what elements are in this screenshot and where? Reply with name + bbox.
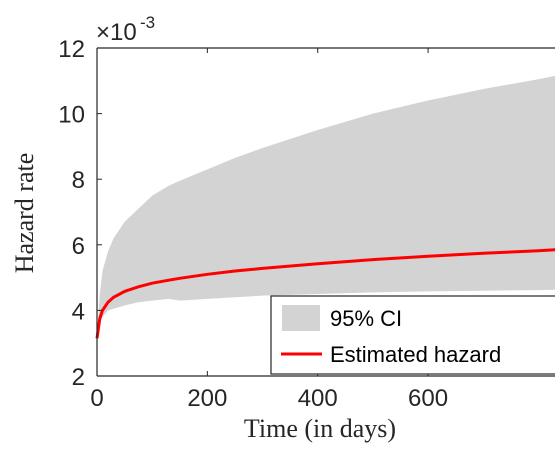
x-tick-label: 0: [90, 385, 103, 412]
x-tick-label: 400: [298, 385, 338, 412]
legend-swatch-ci: [282, 305, 320, 331]
y-tick-label: 10: [58, 102, 85, 129]
legend-label-hazard: Estimated hazard: [330, 342, 501, 367]
legend: 95% CI Estimated hazard: [270, 295, 555, 375]
y-exponent-power: -3: [140, 13, 155, 32]
x-tick-labels: 0 200 400 600: [90, 385, 448, 412]
y-tick-label: 6: [72, 233, 85, 260]
y-exponent-base: ×10: [96, 19, 137, 46]
legend-label-ci: 95% CI: [330, 306, 402, 331]
plot-area: [95, 75, 555, 339]
y-tick-label: 8: [72, 167, 85, 194]
y-tick-labels: 2 4 6 8 10 12: [58, 36, 85, 391]
hazard-line: [95, 248, 555, 339]
x-tick-label: 200: [187, 385, 227, 412]
axes: [96, 47, 555, 377]
x-axis-label: Time (in days): [244, 414, 396, 443]
y-axis-label: Hazard rate: [10, 153, 39, 274]
y-tick-label: 12: [58, 36, 85, 63]
y-tick-label: 2: [72, 364, 85, 391]
ci-band: [97, 75, 555, 337]
x-tick-label: 600: [408, 385, 448, 412]
y-tick-label: 4: [72, 298, 85, 325]
